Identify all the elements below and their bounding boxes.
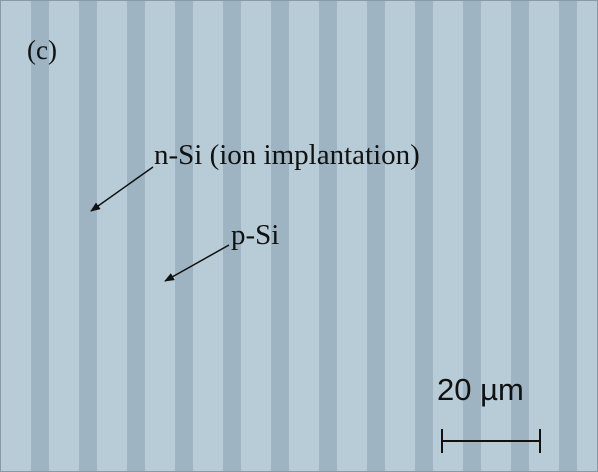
panel-label: (c)	[27, 35, 57, 65]
scale-bar	[442, 429, 540, 453]
arrow	[165, 245, 229, 281]
scale-bar-label: 20 µm	[437, 372, 524, 407]
arrow	[91, 167, 153, 211]
annotation-label: n-Si (ion implantation)	[154, 139, 420, 171]
overlay: (c) n-Si (ion implantation) p-Si 20 µm	[1, 1, 597, 471]
micrograph: (c) n-Si (ion implantation) p-Si 20 µm	[0, 0, 598, 472]
annotation-label: p-Si	[231, 219, 279, 251]
